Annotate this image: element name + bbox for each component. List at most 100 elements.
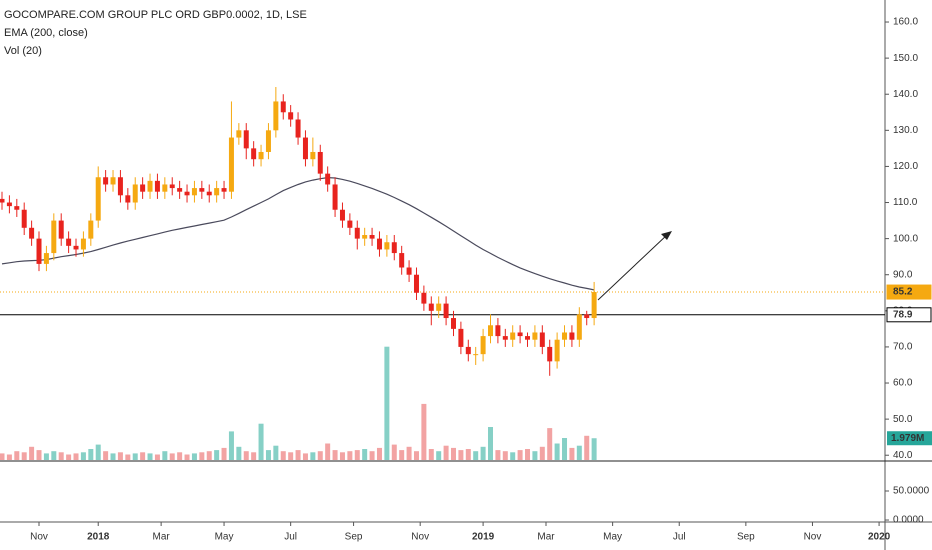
volume-bar bbox=[339, 452, 345, 460]
volume-bar bbox=[95, 444, 101, 460]
candle-body bbox=[473, 354, 479, 356]
y-tick-label: 60.0 bbox=[893, 378, 913, 389]
candle-body bbox=[95, 177, 101, 221]
arrow bbox=[597, 233, 669, 301]
candle-body bbox=[495, 325, 501, 337]
volume-bar bbox=[88, 449, 94, 460]
candle-body bbox=[317, 151, 323, 174]
y-tick-label: 50.0 bbox=[893, 414, 913, 425]
volume-bar bbox=[140, 452, 146, 460]
x-tick-label: Sep bbox=[345, 532, 363, 543]
candle-body bbox=[117, 177, 123, 196]
candle-body bbox=[591, 292, 597, 319]
volume-bar bbox=[525, 449, 531, 460]
volume-bar bbox=[162, 451, 168, 460]
candle-body bbox=[162, 184, 168, 192]
price-label: 78.9 bbox=[893, 309, 913, 320]
arrow-head bbox=[661, 231, 672, 240]
candle-body bbox=[354, 227, 360, 239]
candle-body bbox=[110, 177, 116, 185]
volume-bar bbox=[562, 438, 568, 460]
candle-body bbox=[206, 191, 212, 196]
volume-bar bbox=[236, 446, 242, 460]
volume-bar bbox=[258, 423, 264, 460]
candle-body bbox=[6, 202, 12, 207]
indicator-label: Vol (20) bbox=[4, 45, 42, 57]
x-tick-label: 2018 bbox=[87, 532, 110, 543]
candle-body bbox=[177, 188, 183, 192]
volume-bar bbox=[206, 451, 212, 460]
candle-body bbox=[310, 151, 316, 160]
volume-bar bbox=[125, 454, 131, 460]
candle-body bbox=[510, 332, 516, 340]
candle-body bbox=[21, 209, 27, 228]
volume-bar bbox=[473, 451, 479, 460]
candle-body bbox=[539, 332, 545, 347]
candle-body bbox=[169, 184, 175, 189]
volume-bar bbox=[458, 450, 464, 460]
candle-body bbox=[88, 220, 94, 239]
candle-body bbox=[450, 318, 456, 329]
y-tick-label: 130.0 bbox=[893, 125, 918, 136]
volume-bar bbox=[177, 452, 183, 460]
candle-body bbox=[43, 253, 49, 264]
candle-body bbox=[191, 188, 197, 196]
volume-bar bbox=[243, 451, 249, 460]
y-tick-label: 140.0 bbox=[893, 89, 918, 100]
volume-bar bbox=[36, 450, 42, 460]
candle-body bbox=[391, 242, 397, 254]
x-tick-label: Mar bbox=[153, 532, 171, 543]
volume-bar bbox=[6, 454, 12, 460]
volume-bar bbox=[502, 451, 508, 460]
candle-body bbox=[214, 188, 220, 196]
candle-body bbox=[376, 238, 382, 250]
volume-label-box bbox=[887, 431, 932, 446]
volume-bar bbox=[517, 450, 523, 460]
candle-body bbox=[562, 332, 568, 340]
candle-body bbox=[154, 180, 160, 192]
volume-bar bbox=[251, 452, 257, 460]
y-tick-label: 70.0 bbox=[893, 342, 913, 353]
volume-bar bbox=[347, 451, 353, 460]
volume-bar bbox=[184, 454, 190, 460]
x-tick-label: Mar bbox=[537, 532, 555, 543]
volume-bar bbox=[495, 450, 501, 460]
candle-body bbox=[436, 303, 442, 311]
y2-tick-label: 0.0000 bbox=[893, 515, 924, 526]
candle-body bbox=[332, 184, 338, 210]
candle-body bbox=[184, 191, 190, 196]
volume-bar bbox=[221, 447, 227, 460]
volume-bar bbox=[191, 453, 197, 460]
candle-body bbox=[221, 188, 227, 192]
ema-line bbox=[1, 176, 595, 291]
candle-body bbox=[29, 227, 35, 239]
candle-body bbox=[251, 148, 257, 160]
candle-body bbox=[66, 238, 72, 246]
candle-body bbox=[140, 184, 146, 192]
candle-body bbox=[132, 184, 138, 203]
x-tick-label: 2020 bbox=[868, 532, 891, 543]
volume-bar bbox=[295, 450, 301, 460]
candle-body bbox=[362, 235, 368, 239]
volume-bar bbox=[21, 452, 27, 460]
candle-body bbox=[525, 336, 531, 340]
x-tick-label: Nov bbox=[804, 532, 822, 543]
volume-bar bbox=[332, 450, 338, 460]
volume-bar bbox=[110, 453, 116, 460]
y-tick-label: 110.0 bbox=[893, 197, 918, 208]
x-tick-label: Jul bbox=[673, 532, 686, 543]
volume-bar bbox=[103, 451, 109, 460]
volume-bar bbox=[406, 446, 412, 460]
volume-bar bbox=[280, 451, 286, 460]
candle-body bbox=[199, 188, 205, 192]
candle-body bbox=[569, 332, 575, 340]
volume-bar bbox=[532, 451, 538, 460]
volume-bar bbox=[117, 452, 123, 460]
volume-bar bbox=[362, 449, 368, 460]
candle-body bbox=[547, 346, 553, 362]
volume-bar bbox=[199, 452, 205, 460]
candle-body bbox=[584, 314, 590, 319]
